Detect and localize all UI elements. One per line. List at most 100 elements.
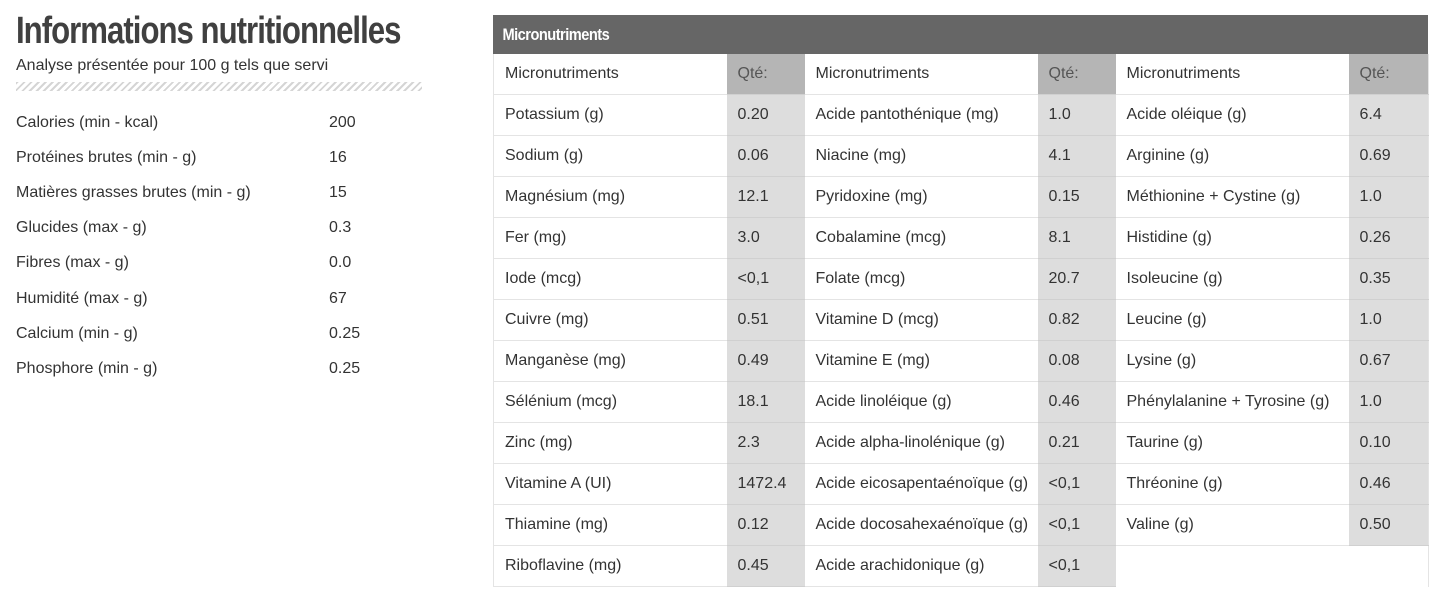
- nutrient-name: Acide eicosapentaénoïque (g): [804, 463, 1038, 505]
- column-header-name: Micronutriments: [804, 54, 1038, 95]
- nutrient-name: Sélénium (mcg): [493, 381, 727, 423]
- nutrient-name: Leucine (g): [1115, 299, 1349, 341]
- nutrient-qty: 12.1: [726, 176, 805, 218]
- nutrient-qty: <0,1: [1037, 504, 1116, 546]
- micronutrients-header-title: Micronutriments: [502, 24, 610, 44]
- column-header-qty: Qté:: [1348, 54, 1429, 95]
- nutrient-qty: 0.45: [726, 545, 805, 587]
- table-row: Zinc (mg) 2.3 Acide alpha-linolénique (g) 0…: [493, 422, 1429, 464]
- macro-name: Protéines brutes (min - g): [16, 148, 197, 166]
- macro-row: Calories (min - kcal) 200: [16, 105, 422, 140]
- table-row: Cuivre (mg) 0.51 Vitamine D (mcg) 0.82 Leuci…: [493, 299, 1429, 341]
- table-row: Iode (mcg) <0,1 Folate (mcg) 20.7 Isoleucine…: [493, 258, 1429, 300]
- macro-name: Matières grasses brutes (min - g): [16, 183, 251, 201]
- macro-name: Fibres (max - g): [16, 254, 129, 272]
- column-header-qty: Qté:: [1037, 54, 1116, 95]
- macro-row: Protéines brutes (min - g) 16: [16, 140, 422, 175]
- table-row: Sélénium (mcg) 18.1 Acide linoléique (g) 0.…: [493, 381, 1429, 423]
- macro-value: 0.0: [329, 254, 352, 272]
- nutrient-name: Arginine (g): [1115, 135, 1349, 177]
- micronutrients-header-bar: Micronutriments: [493, 15, 1428, 54]
- nutrient-name: Isoleucine (g): [1115, 258, 1349, 300]
- page-title: Informations nutritionnelles: [16, 10, 401, 52]
- nutrient-name: Cuivre (mg): [493, 299, 727, 341]
- nutrient-qty: 0.46: [1348, 463, 1429, 505]
- nutrient-qty: 6.4: [1348, 94, 1429, 136]
- nutrient-name: Vitamine A (UI): [493, 463, 727, 505]
- macro-value: 15: [329, 183, 347, 201]
- macro-row: Humidité (max - g) 67: [16, 281, 422, 316]
- nutrient-qty: 3.0: [726, 217, 805, 259]
- nutrient-qty: 2.3: [726, 422, 805, 464]
- nutrient-qty: 4.1: [1037, 135, 1116, 177]
- nutrient-qty: 0.06: [726, 135, 805, 177]
- nutrient-name: Acide pantothénique (mg): [804, 94, 1038, 136]
- nutrient-qty: 1.0: [1037, 94, 1116, 136]
- nutrient-qty: 0.15: [1037, 176, 1116, 218]
- nutrient-qty: 0.12: [726, 504, 805, 546]
- macro-row: Phosphore (min - g) 0.25: [16, 351, 422, 386]
- nutrient-name: Taurine (g): [1115, 422, 1349, 464]
- column-header-name: Micronutriments: [493, 54, 727, 95]
- nutrient-qty: 0.46: [1037, 381, 1116, 423]
- nutrient-qty: 20.7: [1037, 258, 1116, 300]
- nutrient-qty: 8.1: [1037, 217, 1116, 259]
- nutrient-qty: 0.51: [726, 299, 805, 341]
- macro-name: Calories (min - kcal): [16, 113, 159, 131]
- column-header-qty: Qté:: [726, 54, 805, 95]
- nutrient-name: Manganèse (mg): [493, 340, 727, 382]
- nutrient-name: Phénylalanine + Tyrosine (g): [1115, 381, 1349, 423]
- nutrient-qty: 0.69: [1348, 135, 1429, 177]
- nutrient-qty: 0.50: [1348, 504, 1429, 546]
- macro-value: 0.25: [329, 359, 361, 377]
- nutrient-qty: 0.49: [726, 340, 805, 382]
- macro-nutrient-list: Calories (min - kcal) 200 Protéines brutes…: [16, 105, 422, 387]
- nutrient-qty: 0.08: [1037, 340, 1116, 382]
- micronutrients-table: Micronutriments Qté: Micronutriments Qté: Mi…: [493, 54, 1429, 587]
- macro-value: 0.3: [329, 219, 352, 237]
- empty-cell: [1348, 545, 1429, 587]
- macro-value: 67: [329, 289, 347, 307]
- nutrient-qty: 0.26: [1348, 217, 1429, 259]
- nutrient-qty: 0.35: [1348, 258, 1429, 300]
- nutrient-name: Riboflavine (mg): [493, 545, 727, 587]
- nutrient-qty: 0.21: [1037, 422, 1116, 464]
- nutrient-qty: 1.0: [1348, 176, 1429, 218]
- nutrient-name: Cobalamine (mcg): [804, 217, 1038, 259]
- analysis-subtitle: Analyse présentée pour 100 g tels que se…: [16, 57, 329, 74]
- macro-value: 0.25: [329, 324, 361, 342]
- nutrient-name: Acide docosahexaénoïque (g): [804, 504, 1038, 546]
- micronutrients-table-panel: Micronutriments Micronutriments Qté: Micro…: [493, 15, 1429, 587]
- nutrient-name: Histidine (g): [1115, 217, 1349, 259]
- nutrient-qty: 1.0: [1348, 299, 1429, 341]
- nutrient-qty: 0.20: [726, 94, 805, 136]
- nutrient-name: Niacine (mg): [804, 135, 1038, 177]
- macro-name: Humidité (max - g): [16, 289, 148, 307]
- nutrient-qty: <0,1: [1037, 463, 1116, 505]
- table-row: Vitamine A (UI) 1472.4 Acide eicosapentaén…: [493, 463, 1429, 505]
- nutrient-name: Acide oléique (g): [1115, 94, 1349, 136]
- macro-name: Calcium (min - g): [16, 324, 138, 342]
- macro-value: 16: [329, 148, 347, 166]
- table-row: Potassium (g) 0.20 Acide pantothénique (mg…: [493, 94, 1429, 136]
- nutrient-name: Sodium (g): [493, 135, 727, 177]
- nutrient-name: Acide linoléique (g): [804, 381, 1038, 423]
- table-row: Manganèse (mg) 0.49 Vitamine E (mg) 0.08 Lys…: [493, 340, 1429, 382]
- nutrient-name: Thiamine (mg): [493, 504, 727, 546]
- macro-name: Glucides (max - g): [16, 219, 147, 237]
- nutrition-info-panel: Informations nutritionnelles Analyse pré…: [16, 6, 422, 387]
- macro-row: Matières grasses brutes (min - g) 15: [16, 175, 422, 210]
- hatched-divider: [16, 82, 422, 91]
- nutrient-name: Acide alpha-linolénique (g): [804, 422, 1038, 464]
- nutrient-name: Vitamine D (mcg): [804, 299, 1038, 341]
- nutrient-qty: <0,1: [726, 258, 805, 300]
- table-row: Riboflavine (mg) 0.45 Acide arachidonique …: [493, 545, 1429, 587]
- nutrient-name: Valine (g): [1115, 504, 1349, 546]
- nutrient-name: Pyridoxine (mg): [804, 176, 1038, 218]
- nutrient-name: Potassium (g): [493, 94, 727, 136]
- nutrient-qty: 0.10: [1348, 422, 1429, 464]
- macro-row: Calcium (min - g) 0.25: [16, 316, 422, 351]
- nutrient-name: Fer (mg): [493, 217, 727, 259]
- macro-value: 200: [329, 113, 356, 131]
- macro-name: Phosphore (min - g): [16, 359, 158, 377]
